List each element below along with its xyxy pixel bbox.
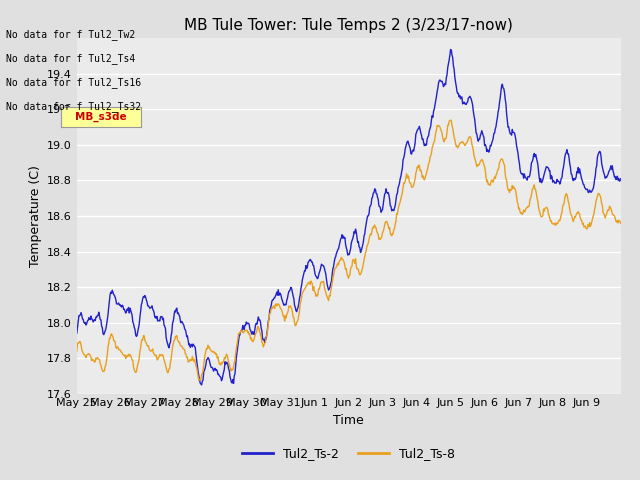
Tul2_Ts-2 (264, 318, 272, 324)
Tul2_Ts-8 (137, 345, 145, 350)
Tul2_Ts-8 (264, 321, 272, 326)
Tul2_Ts-8 (617, 221, 625, 227)
Line: Tul2_Ts-2: Tul2_Ts-2 (77, 49, 621, 385)
Legend: Tul2_Ts-2, Tul2_Ts-8: Tul2_Ts-2, Tul2_Ts-8 (237, 443, 460, 466)
Text: MB_s3de: MB_s3de (75, 112, 127, 122)
Tul2_Ts-2 (73, 330, 81, 336)
Text: No data for f Tul2_Ts32: No data for f Tul2_Ts32 (6, 101, 141, 112)
Tul2_Ts-8 (285, 303, 292, 309)
Text: No data for f Tul2_Ts16: No data for f Tul2_Ts16 (6, 77, 141, 88)
Y-axis label: Temperature (C): Temperature (C) (29, 165, 42, 267)
Tul2_Ts-2 (447, 47, 454, 52)
Tul2_Ts-2 (198, 382, 205, 388)
Tul2_Ts-2 (285, 288, 292, 294)
Tul2_Ts-8 (73, 348, 81, 354)
Tul2_Ts-8 (237, 327, 245, 333)
Tul2_Ts-2 (237, 327, 245, 333)
Text: No data for f Tul2_Ts4: No data for f Tul2_Ts4 (6, 53, 136, 64)
Tul2_Ts-8 (436, 124, 444, 130)
Tul2_Ts-8 (195, 377, 203, 383)
Title: MB Tule Tower: Tule Temps 2 (3/23/17-now): MB Tule Tower: Tule Temps 2 (3/23/17-now… (184, 18, 513, 33)
X-axis label: Time: Time (333, 414, 364, 427)
Tul2_Ts-8 (447, 117, 454, 123)
Tul2_Ts-2 (137, 309, 145, 314)
Tul2_Ts-2 (617, 176, 625, 181)
Text: No data for f Tul2_Tw2: No data for f Tul2_Tw2 (6, 29, 136, 40)
Line: Tul2_Ts-8: Tul2_Ts-8 (77, 120, 621, 380)
Tul2_Ts-2 (406, 144, 413, 149)
Tul2_Ts-2 (436, 77, 444, 83)
Tul2_Ts-8 (406, 180, 413, 185)
